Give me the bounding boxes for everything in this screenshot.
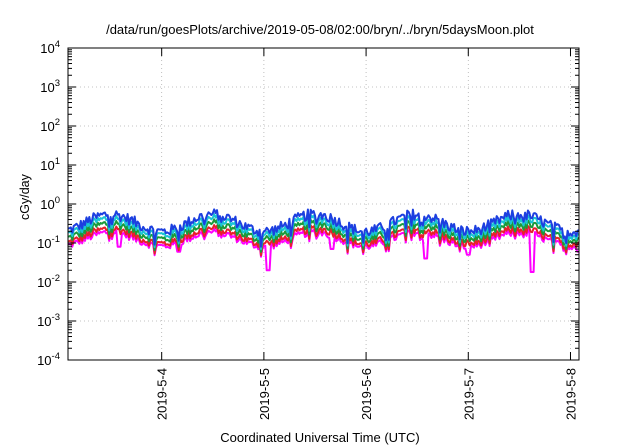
- y-tick-label: 10-1: [37, 234, 60, 251]
- x-tick-label: 2019-5-4: [155, 368, 170, 420]
- y-tick-label: 10-2: [37, 273, 60, 290]
- x-axis-label: Coordinated Universal Time (UTC): [220, 430, 420, 445]
- grid-lines: [68, 48, 579, 360]
- x-tick-label: 2019-5-6: [359, 368, 374, 420]
- y-axis-label: cGy/day: [18, 174, 32, 220]
- y-tick-label: 10-3: [37, 312, 60, 329]
- y-tick-label: 102: [40, 117, 60, 134]
- x-tick-label: 2019-5-5: [257, 368, 272, 420]
- axis-ticks: 10-4 10-3 10-2 10-1 100 101 102 103 104 2019-5-4 2…: [37, 39, 579, 420]
- y-tick-label: 100: [40, 195, 60, 212]
- y-tick-label: 10-4: [37, 351, 60, 368]
- y-tick-label: 103: [40, 78, 60, 95]
- series-line: [67, 208, 580, 248]
- y-tick-label: 101: [40, 156, 60, 173]
- chart-title: /data/run/goesPlots/archive/2019-05-08/0…: [106, 22, 534, 37]
- x-tick-label: 2019-5-7: [461, 368, 476, 420]
- y-tick-label: 104: [40, 39, 60, 56]
- x-tick-label: 2019-5-8: [563, 368, 578, 420]
- series-lines: [67, 208, 580, 273]
